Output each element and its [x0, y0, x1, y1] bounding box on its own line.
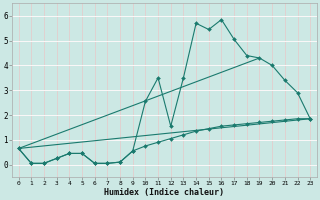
X-axis label: Humidex (Indice chaleur): Humidex (Indice chaleur)	[104, 188, 224, 197]
